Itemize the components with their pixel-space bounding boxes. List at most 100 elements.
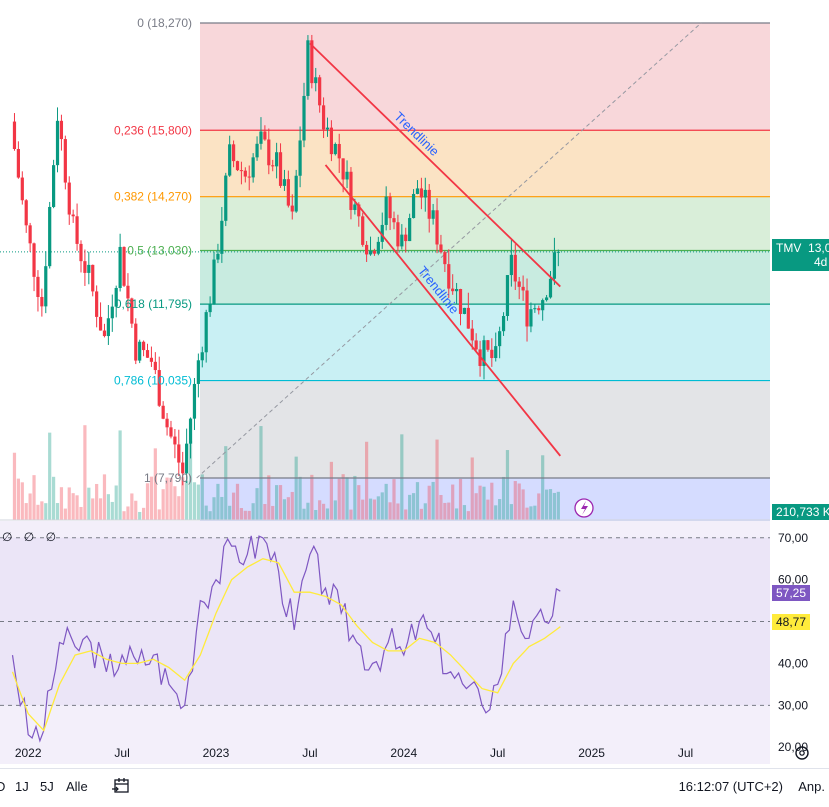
rsi-ma-line bbox=[11, 558, 561, 732]
candle-body bbox=[439, 244, 443, 253]
candle-body bbox=[521, 286, 525, 291]
calendar-range-icon[interactable] bbox=[112, 777, 130, 795]
candle-body bbox=[196, 360, 200, 384]
volume-bar bbox=[231, 492, 236, 520]
volume-bar bbox=[177, 496, 181, 520]
range-button-1y[interactable]: 1J bbox=[15, 779, 29, 794]
volume-tag: 210,733 K bbox=[772, 504, 829, 520]
candle-body bbox=[494, 346, 498, 359]
rsi-visibility-icons[interactable]: ∅ ∅ ∅ bbox=[2, 530, 61, 544]
volume-bar bbox=[529, 506, 533, 520]
volume-bar bbox=[251, 503, 255, 520]
volume-bar bbox=[498, 499, 502, 520]
fib-label-0.5: 0,5 (13,030) bbox=[127, 244, 192, 258]
volume-bar bbox=[435, 439, 439, 520]
candle-body bbox=[141, 341, 146, 351]
bottom-toolbar: D 1J 5J Alle 16:12:07 (UTC+2) Anp. bbox=[0, 768, 829, 807]
candle-body bbox=[380, 224, 384, 242]
candle-body bbox=[52, 165, 56, 207]
volume-bar bbox=[36, 504, 40, 520]
rsi-bands bbox=[0, 537, 770, 706]
candle-body bbox=[126, 285, 130, 299]
volume-bar bbox=[165, 477, 169, 520]
volume-bar bbox=[141, 507, 146, 520]
volume-bar bbox=[404, 509, 408, 520]
volume-bar bbox=[439, 494, 443, 520]
candle-body bbox=[306, 40, 310, 96]
candle-body bbox=[91, 264, 95, 292]
candle-body bbox=[498, 331, 502, 347]
volume-bar bbox=[24, 503, 28, 520]
candle-body bbox=[435, 210, 439, 245]
range-button-all[interactable]: Alle bbox=[66, 779, 88, 794]
candle-body bbox=[415, 188, 420, 194]
adjust-button[interactable]: Anp. bbox=[798, 779, 825, 794]
candle-body bbox=[525, 290, 529, 327]
volume-bar bbox=[310, 474, 314, 520]
candle-body bbox=[185, 443, 189, 474]
candle-body bbox=[298, 140, 302, 176]
volume-bar bbox=[521, 489, 525, 520]
volume-bars bbox=[12, 425, 560, 520]
volume-bar bbox=[212, 497, 216, 520]
fib-label-0.618: 0,618 (11,795) bbox=[115, 297, 192, 311]
gear-icon[interactable] bbox=[795, 746, 809, 760]
volume-bar bbox=[537, 493, 541, 520]
volume-bar bbox=[337, 478, 341, 520]
volume-bar bbox=[470, 457, 474, 520]
volume-bar bbox=[294, 456, 298, 520]
volume-bar bbox=[290, 491, 294, 520]
candle-body bbox=[349, 171, 353, 210]
candle-body bbox=[79, 243, 83, 262]
candle-body bbox=[404, 234, 408, 242]
candle-body bbox=[145, 350, 150, 358]
volume-bar bbox=[224, 446, 228, 520]
volume-bar bbox=[278, 485, 283, 520]
volume-bar bbox=[376, 496, 380, 520]
candle-body bbox=[212, 259, 216, 305]
candle-body bbox=[271, 165, 275, 167]
last-price-tag: TMV 13,000 4d 2h bbox=[772, 239, 829, 271]
fib-zone-0.5 bbox=[200, 250, 770, 305]
volume-bar bbox=[517, 483, 521, 520]
candle-body bbox=[259, 131, 263, 144]
volume-bar bbox=[122, 511, 126, 520]
volume-bar bbox=[341, 474, 345, 520]
candle-body bbox=[44, 266, 48, 307]
trendline-1[interactable] bbox=[309, 42, 561, 288]
candle-body bbox=[106, 318, 110, 337]
candle-body bbox=[490, 349, 494, 359]
time-tick-label: Jul bbox=[302, 746, 317, 760]
volume-bar bbox=[157, 509, 161, 520]
time-tick-label: 2025 bbox=[578, 746, 605, 760]
range-button-partial[interactable]: D bbox=[0, 779, 6, 794]
candle-body bbox=[318, 77, 322, 106]
range-button-5y[interactable]: 5J bbox=[40, 779, 54, 794]
candle-body bbox=[509, 254, 513, 276]
volume-bar bbox=[458, 478, 463, 520]
trendline-2[interactable] bbox=[324, 164, 561, 457]
candle-body bbox=[447, 264, 451, 289]
fib-label-0.382: 0,382 (14,270) bbox=[114, 190, 192, 204]
volume-bar bbox=[228, 505, 232, 520]
clock-timezone[interactable]: 16:12:07 (UTC+2) bbox=[678, 779, 783, 794]
candle-body bbox=[220, 220, 224, 254]
time-axis[interactable]: 2022 Jul 2023 Jul 2024 Jul 2025 Jul bbox=[15, 746, 693, 760]
volume-bar bbox=[298, 476, 302, 520]
volume-bar bbox=[455, 508, 459, 520]
volume-bar bbox=[161, 489, 165, 520]
volume-bar bbox=[259, 426, 263, 520]
candle-body bbox=[255, 143, 259, 158]
candle-body bbox=[392, 218, 396, 223]
volume-bar bbox=[149, 476, 154, 520]
volume-bar bbox=[548, 489, 553, 520]
candle-body bbox=[396, 222, 400, 247]
candle-body bbox=[384, 196, 388, 225]
candle-body bbox=[181, 462, 185, 474]
candle-body bbox=[247, 176, 251, 178]
volume-bar bbox=[114, 485, 118, 520]
candle-body bbox=[95, 291, 99, 317]
symbol-label: TMV bbox=[776, 241, 802, 255]
